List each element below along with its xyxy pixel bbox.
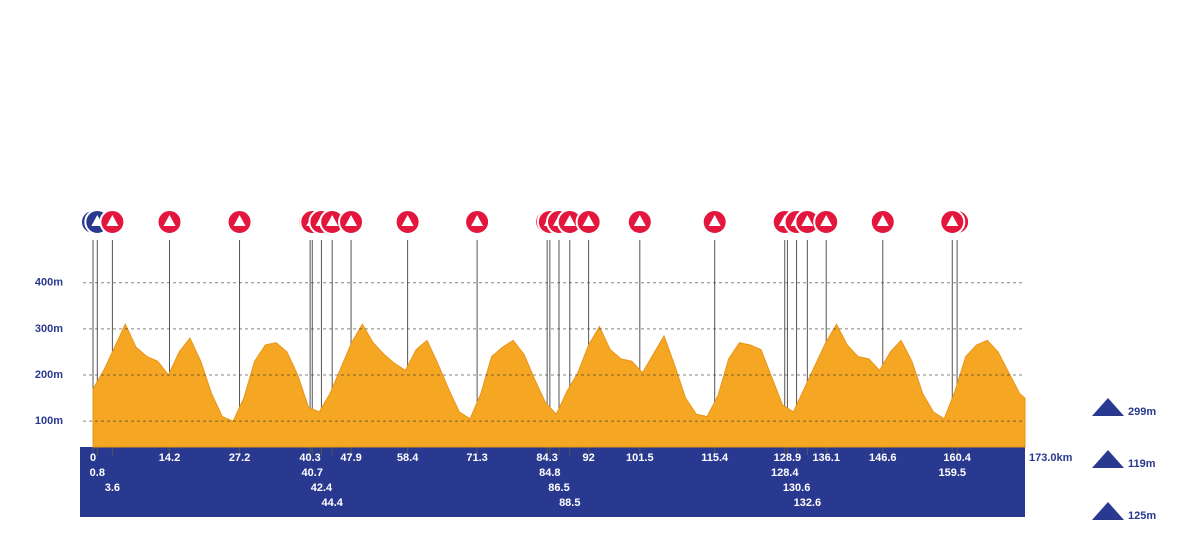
km-label: 132.6 bbox=[794, 497, 822, 509]
km-label: 3.6 bbox=[105, 482, 120, 494]
y-tick-label: 100m bbox=[35, 415, 63, 427]
elevation-area bbox=[92, 323, 1026, 448]
waypoint-symbol bbox=[563, 215, 576, 226]
km-label: 136.1 bbox=[812, 452, 840, 464]
km-label: 27.2 bbox=[229, 452, 250, 464]
waypoint-symbol bbox=[946, 215, 959, 226]
y-tick-label: 200m bbox=[35, 369, 63, 381]
km-label: 88.5 bbox=[559, 497, 580, 509]
y-tick-label: 400m bbox=[35, 277, 63, 289]
waypoint-symbol bbox=[326, 215, 339, 226]
km-label: 14.2 bbox=[159, 452, 180, 464]
waypoint-symbol bbox=[345, 215, 358, 226]
km-label: 58.4 bbox=[397, 452, 419, 464]
km-label: 84.3 bbox=[536, 452, 557, 464]
km-label: 128.9 bbox=[774, 452, 802, 464]
waypoint-symbol bbox=[401, 215, 414, 226]
waypoint-symbol bbox=[471, 215, 484, 226]
legend-icon bbox=[1092, 398, 1124, 416]
waypoint-symbol bbox=[876, 215, 889, 226]
legend-label: 299m bbox=[1128, 406, 1156, 418]
km-label: 130.6 bbox=[783, 482, 811, 494]
km-label: 146.6 bbox=[869, 452, 897, 464]
waypoint-symbol bbox=[233, 215, 246, 226]
km-label: 86.5 bbox=[548, 482, 569, 494]
legend-label: 119m bbox=[1128, 458, 1156, 470]
km-label: 44.4 bbox=[321, 497, 343, 509]
legend-icon bbox=[1092, 450, 1124, 468]
km-band bbox=[80, 447, 1025, 517]
km-label: 40.3 bbox=[299, 452, 320, 464]
legend-icon bbox=[1092, 502, 1124, 520]
km-label: 47.9 bbox=[340, 452, 361, 464]
km-label: 42.4 bbox=[311, 482, 333, 494]
waypoint-symbol bbox=[801, 215, 814, 226]
legend-label: 125m bbox=[1128, 510, 1156, 522]
waypoint-symbol bbox=[163, 215, 176, 226]
km-label: 159.5 bbox=[939, 467, 967, 479]
km-label: 0 bbox=[90, 452, 96, 464]
km-label: 160.4 bbox=[943, 452, 971, 464]
waypoint-symbol bbox=[106, 215, 119, 226]
y-tick-label: 300m bbox=[35, 323, 63, 335]
x-end-label: 173.0km bbox=[1029, 452, 1073, 464]
waypoint-symbol bbox=[708, 215, 721, 226]
km-label: 71.3 bbox=[466, 452, 487, 464]
km-label: 115.4 bbox=[701, 452, 729, 464]
km-label: 128.4 bbox=[771, 467, 799, 479]
km-label: 0.8 bbox=[90, 467, 105, 479]
km-label: 92 bbox=[583, 452, 595, 464]
waypoint-symbol bbox=[820, 215, 833, 226]
km-label: 84.8 bbox=[539, 467, 560, 479]
waypoint-symbol bbox=[582, 215, 595, 226]
km-label: 101.5 bbox=[626, 452, 654, 464]
km-label: 40.7 bbox=[302, 467, 323, 479]
waypoint-symbol bbox=[633, 215, 646, 226]
